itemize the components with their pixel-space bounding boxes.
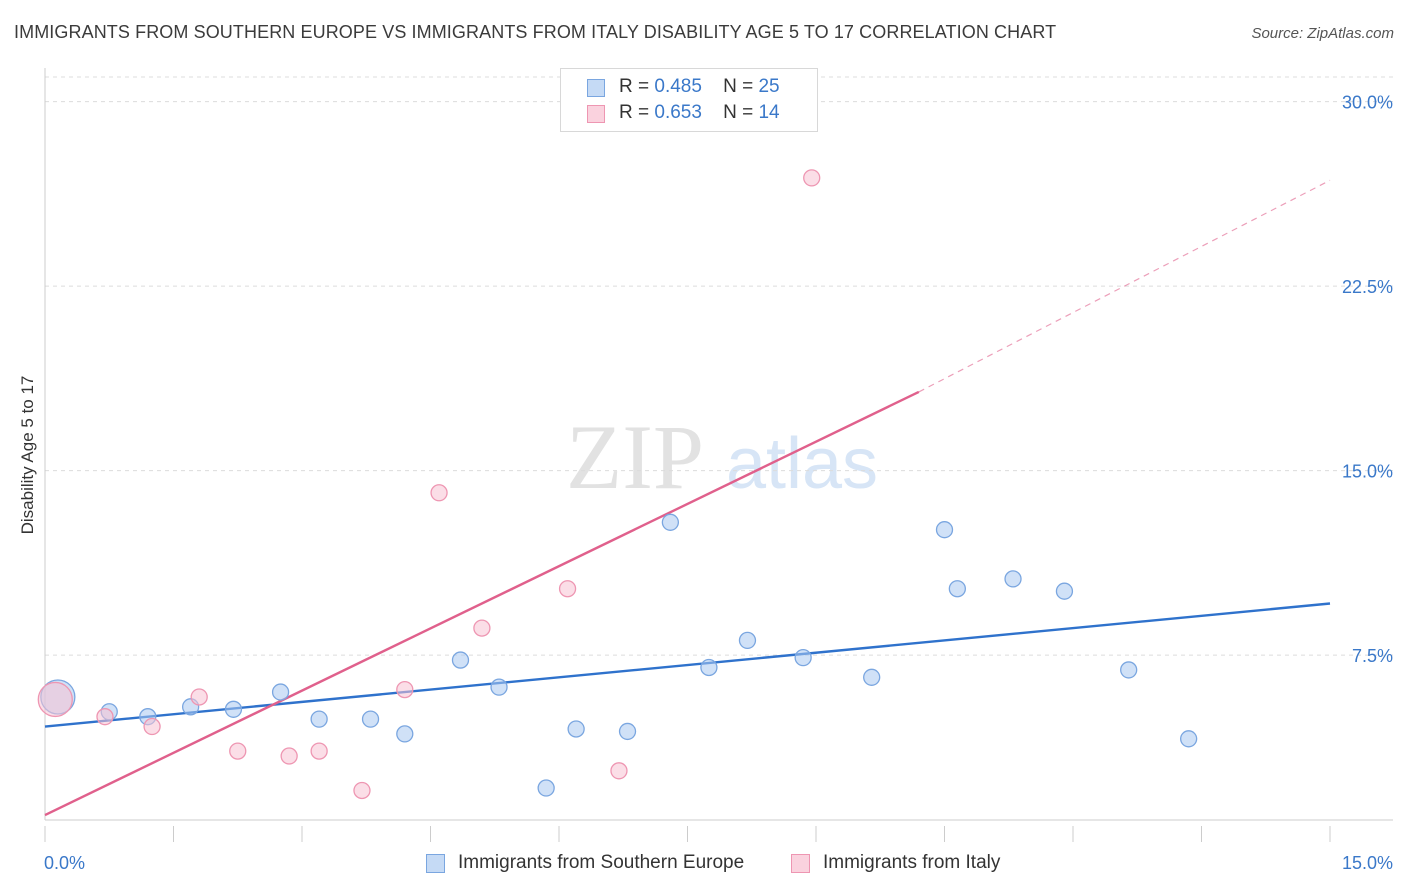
data-point-southern-europe xyxy=(451,651,470,669)
legend-r-label: R = xyxy=(619,102,650,123)
data-point-italy xyxy=(310,742,328,760)
trend-line-italy xyxy=(44,390,920,817)
y-tick-label: 30.0% xyxy=(1342,93,1393,113)
data-point-italy xyxy=(229,742,247,760)
data-point-southern-europe xyxy=(310,710,328,728)
series-name: Immigrants from Italy xyxy=(823,852,1001,873)
data-point-southern-europe xyxy=(1120,661,1138,679)
data-point-southern-europe xyxy=(863,668,881,686)
data-point-italy xyxy=(190,688,208,706)
data-point-southern-europe xyxy=(738,631,757,650)
data-point-italy xyxy=(610,762,628,780)
data-points xyxy=(37,169,1198,800)
trend-lines xyxy=(44,179,1331,817)
grid-lines xyxy=(45,76,1393,656)
legend-n-value: 25 xyxy=(758,76,780,97)
data-point-italy xyxy=(37,681,73,718)
series-swatch-blue xyxy=(426,854,445,873)
trend-line-southern-europe xyxy=(44,602,1331,728)
data-point-italy xyxy=(396,680,414,699)
chart-title: IMMIGRANTS FROM SOUTHERN EUROPE VS IMMIG… xyxy=(14,22,1057,42)
data-point-southern-europe xyxy=(935,521,954,539)
y-tick-label: 7.5% xyxy=(1352,646,1393,666)
data-point-southern-europe xyxy=(567,720,585,738)
legend-r-label: R = xyxy=(619,76,650,97)
y-tick-label: 15.0% xyxy=(1342,462,1393,482)
data-point-italy xyxy=(803,169,821,187)
data-point-southern-europe xyxy=(396,725,414,743)
data-point-southern-europe xyxy=(1180,730,1198,748)
data-point-italy xyxy=(143,717,161,736)
correlation-legend: R = 0.485 N = 25 R = 0.653 N = 14 xyxy=(560,68,818,132)
x-tick-label-min: 0.0% xyxy=(44,853,85,873)
data-point-southern-europe xyxy=(618,722,637,741)
x-tick-label-max: 15.0% xyxy=(1342,853,1393,873)
data-point-southern-europe xyxy=(661,513,680,531)
data-point-italy xyxy=(558,580,577,598)
legend-n-value: 14 xyxy=(758,102,780,123)
data-point-southern-europe xyxy=(224,700,243,718)
data-point-italy xyxy=(473,619,491,637)
watermark-zip: ZIP xyxy=(566,406,704,508)
chart-source: Source: ZipAtlas.com xyxy=(1251,25,1394,42)
data-point-italy xyxy=(353,781,371,800)
trend-line-extension xyxy=(918,179,1331,393)
legend-swatch-pink xyxy=(587,105,605,123)
data-point-italy xyxy=(96,708,114,726)
data-point-southern-europe xyxy=(700,658,718,677)
legend-swatch-blue xyxy=(587,79,605,97)
series-name: Immigrants from Southern Europe xyxy=(458,852,745,873)
data-point-southern-europe xyxy=(1055,582,1074,600)
data-point-southern-europe xyxy=(948,580,966,598)
legend-n-label: N = xyxy=(723,102,754,123)
data-point-southern-europe xyxy=(271,683,290,701)
legend-r-value: 0.653 xyxy=(654,102,702,123)
data-point-italy xyxy=(430,484,448,502)
tick-labels: 7.5% 15.0% 22.5% 30.0% 0.0% 15.0% xyxy=(44,93,1393,873)
data-point-southern-europe xyxy=(490,678,508,696)
data-point-southern-europe xyxy=(1004,570,1022,588)
axes xyxy=(44,68,1393,842)
y-tick-label: 22.5% xyxy=(1342,277,1393,297)
data-point-italy xyxy=(280,747,298,765)
series-swatch-pink xyxy=(791,854,810,873)
legend-r-value: 0.485 xyxy=(654,76,702,97)
data-point-southern-europe xyxy=(537,779,555,797)
data-point-southern-europe xyxy=(794,648,812,667)
watermark-atlas: atlas xyxy=(726,424,878,504)
data-point-southern-europe xyxy=(361,710,380,728)
legend-n-label: N = xyxy=(723,76,754,97)
